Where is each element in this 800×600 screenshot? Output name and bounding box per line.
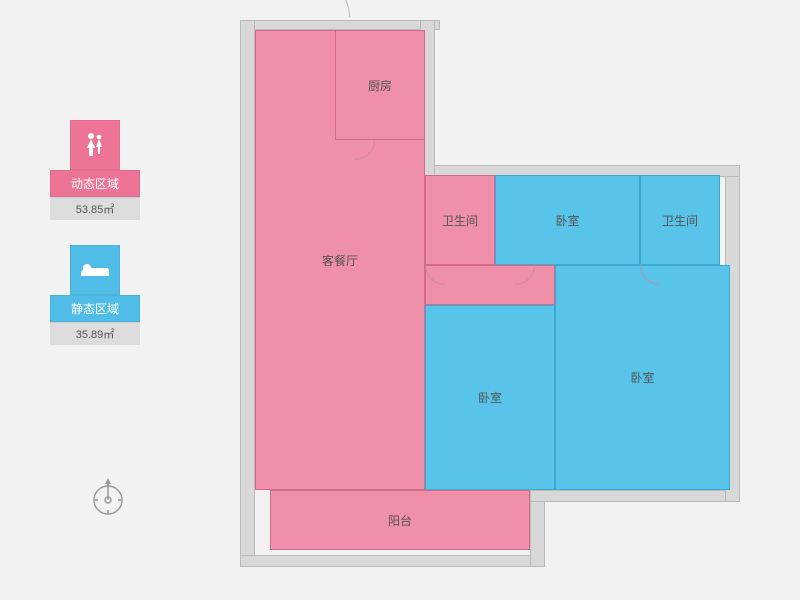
wall bbox=[530, 490, 740, 502]
floorplan: 客餐厅厨房卫生间阳台卧室卫生间卧室卧室 bbox=[240, 15, 750, 575]
room-label: 卫生间 bbox=[662, 212, 698, 229]
room-bed1: 卧室 bbox=[495, 175, 640, 265]
legend-panel: 动态区域 53.85㎡ 静态区域 35.89㎡ bbox=[50, 120, 140, 370]
room-label: 卧室 bbox=[630, 369, 654, 386]
room-bath1: 卫生间 bbox=[425, 175, 495, 265]
room-bed3: 卧室 bbox=[555, 265, 730, 490]
compass-icon bbox=[90, 478, 126, 523]
room-label: 阳台 bbox=[388, 512, 412, 529]
wall bbox=[240, 555, 545, 567]
room-label: 卫生间 bbox=[442, 212, 478, 229]
wall bbox=[240, 20, 255, 565]
people-icon bbox=[70, 120, 120, 170]
legend-dynamic-value: 53.85㎡ bbox=[50, 197, 140, 220]
legend-static-label: 静态区域 bbox=[50, 295, 140, 322]
room-balcony: 阳台 bbox=[270, 490, 530, 550]
legend-dynamic-label: 动态区域 bbox=[50, 170, 140, 197]
legend-static-value: 35.89㎡ bbox=[50, 322, 140, 345]
room-label: 厨房 bbox=[368, 77, 392, 94]
legend-dynamic: 动态区域 53.85㎡ bbox=[50, 120, 140, 220]
room-label: 卧室 bbox=[478, 389, 502, 406]
room-bath2: 卫生间 bbox=[640, 175, 720, 265]
room-label: 卧室 bbox=[555, 212, 579, 229]
sleep-icon bbox=[70, 245, 120, 295]
room-kitchen: 厨房 bbox=[335, 30, 425, 140]
wall bbox=[240, 20, 440, 30]
room-label: 客餐厅 bbox=[322, 252, 358, 269]
room-bed2: 卧室 bbox=[425, 305, 555, 490]
legend-static: 静态区域 35.89㎡ bbox=[50, 245, 140, 345]
